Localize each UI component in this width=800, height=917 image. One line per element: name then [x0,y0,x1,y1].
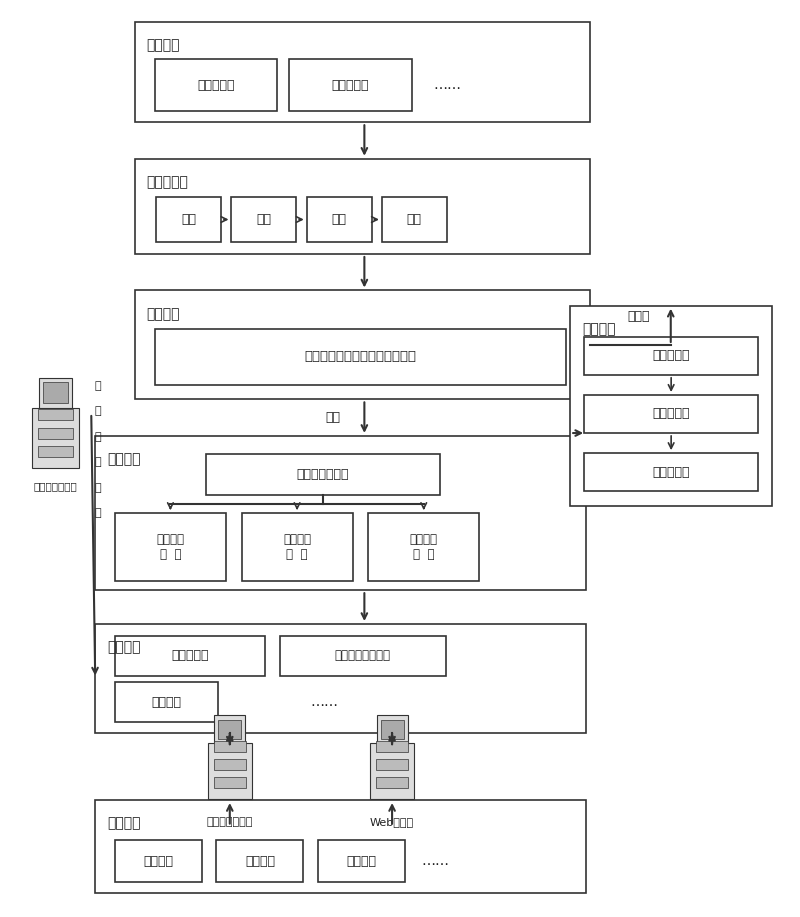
Text: 政府用户: 政府用户 [245,855,275,867]
Text: ……: …… [310,695,338,709]
Bar [95,624,586,733]
Text: 查询与分析: 查询与分析 [171,649,209,662]
Text: 数据管理: 数据管理 [107,640,141,654]
Text: 海洋信息数据库: 海洋信息数据库 [297,468,349,481]
Bar [306,197,371,242]
Bar [377,715,407,744]
Text: 修正异常点: 修正异常点 [652,466,690,479]
Text: 合格: 合格 [326,411,340,424]
Bar [38,446,73,457]
Text: 数据展示: 数据展示 [107,816,141,831]
Bar [115,513,226,581]
Bar [115,682,218,722]
Bar [242,513,353,581]
Text: 水文传感器: 水文传感器 [332,79,370,92]
Text: 不合格: 不合格 [628,310,650,323]
Text: 气象传感器: 气象传感器 [197,79,234,92]
Bar [134,291,590,400]
Text: 增加、删除、修改: 增加、删除、修改 [334,649,390,662]
Text: 基于累计变化量的时序异常检测: 基于累计变化量的时序异常检测 [305,350,417,363]
Bar [570,306,772,506]
Text: 公众服务: 公众服务 [346,855,376,867]
Bar [218,720,242,739]
Text: 海洋气象
数  据: 海洋气象 数 据 [283,533,311,561]
Bar [376,759,408,770]
Bar [376,778,408,789]
Text: 移动信息服务器: 移动信息服务器 [206,817,253,827]
Bar [318,840,405,882]
Text: ……: …… [422,854,450,868]
Bar [95,436,586,591]
Bar [154,59,278,111]
Text: 异常修正: 异常修正 [582,322,615,337]
Bar [115,635,266,676]
Bar [376,741,408,752]
Text: 分析异常点: 分析异常点 [652,407,690,421]
Bar [382,197,446,242]
Bar [370,744,414,800]
Text: 时: 时 [94,406,101,416]
Text: 清理: 清理 [181,213,196,226]
Bar [154,328,566,385]
Bar [585,453,758,492]
Bar [134,22,590,122]
Text: 异常检测: 异常检测 [146,307,180,321]
Bar [39,378,72,408]
Text: 数据预处理: 数据预处理 [146,175,189,189]
Text: 传: 传 [94,482,101,492]
Bar [95,801,586,893]
Bar [280,635,446,676]
Bar [32,408,79,468]
Bar [214,715,246,744]
Bar [231,197,296,242]
Text: Web服务器: Web服务器 [370,817,414,827]
Bar [115,840,202,882]
Bar [43,382,68,403]
Text: 数据存储: 数据存储 [107,452,141,466]
Bar [38,427,73,438]
Bar [381,720,404,739]
Bar [206,454,439,495]
Bar [289,59,412,111]
Text: 海洋生物
数  据: 海洋生物 数 据 [410,533,438,561]
Text: 实时通信服务器: 实时通信服务器 [34,481,78,492]
Text: 变换: 变换 [331,213,346,226]
Bar [585,337,758,375]
Text: 集成: 集成 [256,213,271,226]
Bar [368,513,479,581]
Text: 海洋水文
数  据: 海洋水文 数 据 [157,533,185,561]
Bar [214,759,246,770]
Text: 存储异常点: 存储异常点 [652,349,690,362]
Text: 信: 信 [94,432,101,442]
Bar [208,744,252,800]
Text: 实: 实 [94,381,101,391]
Text: 息: 息 [94,458,101,467]
Bar [214,741,246,752]
Text: 数据采集: 数据采集 [146,39,180,52]
Bar [134,159,590,254]
Bar [585,395,758,433]
Bar [216,840,303,882]
Text: 涉海单位: 涉海单位 [143,855,174,867]
Bar [156,197,221,242]
Bar [38,409,73,420]
Text: ……: …… [434,78,462,92]
Text: 归约: 归约 [406,213,422,226]
Text: 统计打印: 统计打印 [151,695,182,709]
Text: 输: 输 [94,508,101,518]
Bar [214,778,246,789]
